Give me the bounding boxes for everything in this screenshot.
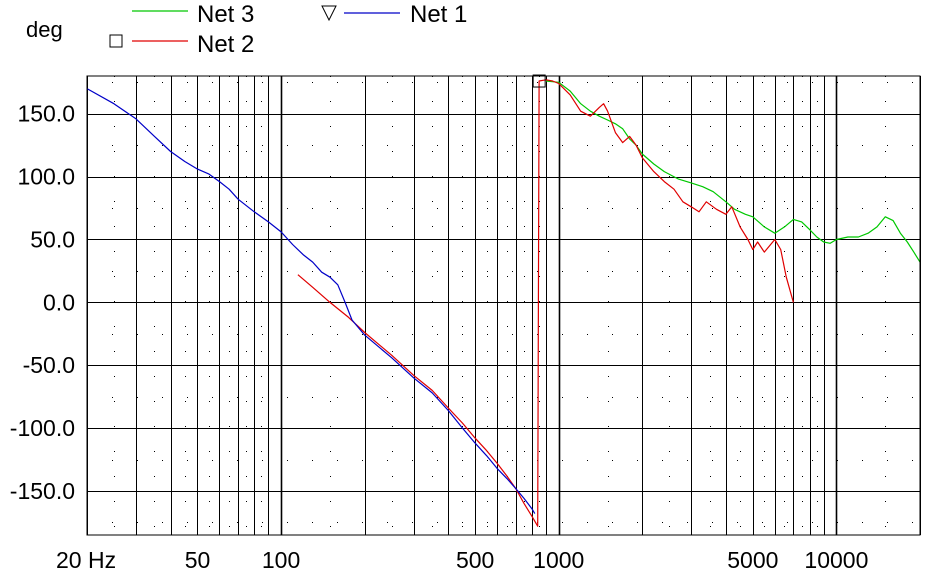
minor-grid <box>87 76 920 535</box>
x-tick-labels: 20 Hz 50 100 500 1000 5000 10000 <box>56 547 868 573</box>
legend-entry-net-1: Net 1 <box>321 1 467 28</box>
series-line-net-1 <box>86 88 536 514</box>
y-tick-label: 0.0 <box>43 289 75 315</box>
x-tick-label: 50 <box>185 547 211 573</box>
square-marker-icon <box>532 74 546 88</box>
legend-label-net-2: Net 2 <box>197 31 254 58</box>
legend-entry-net-2: Net 2 <box>109 31 254 58</box>
triangle-marker-icon <box>321 5 337 22</box>
legend-label-net-1: Net 1 <box>410 1 467 28</box>
y-tick-label: 100.0 <box>17 164 75 190</box>
series-line-net-3 <box>545 80 921 263</box>
plot-frame <box>86 75 921 536</box>
y-tick-label: -100.0 <box>10 415 75 441</box>
legend-label-net-3: Net 3 <box>197 1 254 28</box>
series-line-net-2 <box>297 79 794 527</box>
markers-layer <box>532 74 546 88</box>
x-tick-label: 100 <box>262 547 300 573</box>
x-tick-label: 20 Hz <box>56 547 116 573</box>
legend: Net 3 Net 2 Net 1 <box>109 1 467 58</box>
y-tick-label: -50.0 <box>23 352 75 378</box>
series-layer <box>86 79 921 527</box>
x-tick-label: 5000 <box>727 547 778 573</box>
x-tick-label: 10000 <box>804 547 868 573</box>
square-marker-icon <box>109 34 123 48</box>
y-tick-label: 150.0 <box>17 101 75 127</box>
x-tick-label: 1000 <box>533 547 584 573</box>
y-tick-labels: 150.0 100.0 50.0 0.0 -50.0 -100.0 -150.0 <box>10 101 75 504</box>
y-tick-label: 50.0 <box>30 226 75 252</box>
major-grid <box>87 76 921 535</box>
x-tick-label: 500 <box>456 547 494 573</box>
y-axis-label: deg <box>26 17 63 42</box>
y-tick-label: -150.0 <box>10 478 75 504</box>
legend-entry-net-3: Net 3 <box>132 1 254 28</box>
